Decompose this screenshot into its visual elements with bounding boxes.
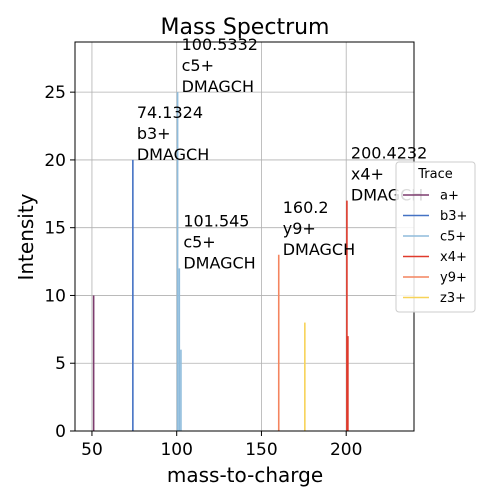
chart-title: Mass Spectrum [161,15,330,40]
x-tick-label: 100 [160,440,192,460]
annotation-line: DMAGCH [283,240,355,259]
y-tick-label: 10 [44,286,66,306]
y-axis-label: Intensity [14,193,38,280]
legend-entry-label: x4+ [440,250,467,265]
x-tick-label: 150 [245,440,277,460]
legend-title: Trace [417,167,453,182]
y-tick-label: 0 [55,422,66,442]
peak-series [92,92,349,431]
y-tick-label: 20 [44,151,66,171]
y-tick-label: 5 [55,354,66,374]
legend-entry-label: b3+ [440,209,467,224]
y-tick-label: 15 [44,219,66,239]
annotation-line: y9+ [283,219,316,238]
annotation-line: 101.545 [183,211,249,230]
x-tick-label: 200 [330,440,362,460]
plot-frame [74,41,415,432]
annotation-line: 100.5332 [182,35,258,54]
peak-annotation: 100.5332 c5+ DMAGCH [182,35,258,96]
annotation-line: 74.1324 [137,103,203,122]
annotation-line: x4+ [351,165,384,184]
legend-box [395,161,476,313]
peak-annotation: 101.545 c5+ DMAGCH [183,211,255,272]
grid-lines [75,42,414,432]
axis-ticks: 50 100 150 200 0 5 10 15 20 25 [44,83,362,460]
annotation-line: c5+ [182,56,214,75]
peak-annotation: 160.2 y9+ DMAGCH [283,198,355,259]
annotation-line: c5+ [183,232,215,251]
legend-entry-label: c5+ [440,230,466,245]
legend-entry-label: z3+ [440,291,466,306]
legend: Trace a+ b3+ c5+ x4+ y9+ z3+ [395,161,476,313]
annotation-line: DMAGCH [182,77,254,96]
x-tick-label: 50 [81,440,103,460]
annotation-line: 160.2 [283,198,329,217]
y-tick-label: 25 [44,83,66,103]
x-axis-label: mass-to-charge [167,463,323,487]
annotation-line: DMAGCH [137,145,209,164]
legend-entry-label: a+ [440,189,459,204]
annotation-line: DMAGCH [183,253,255,272]
annotation-line: 200.4232 [351,144,427,163]
legend-entry-label: y9+ [440,271,467,286]
peak-annotation: 74.1324 b3+ DMAGCH [137,103,209,164]
annotation-line: b3+ [137,124,171,143]
